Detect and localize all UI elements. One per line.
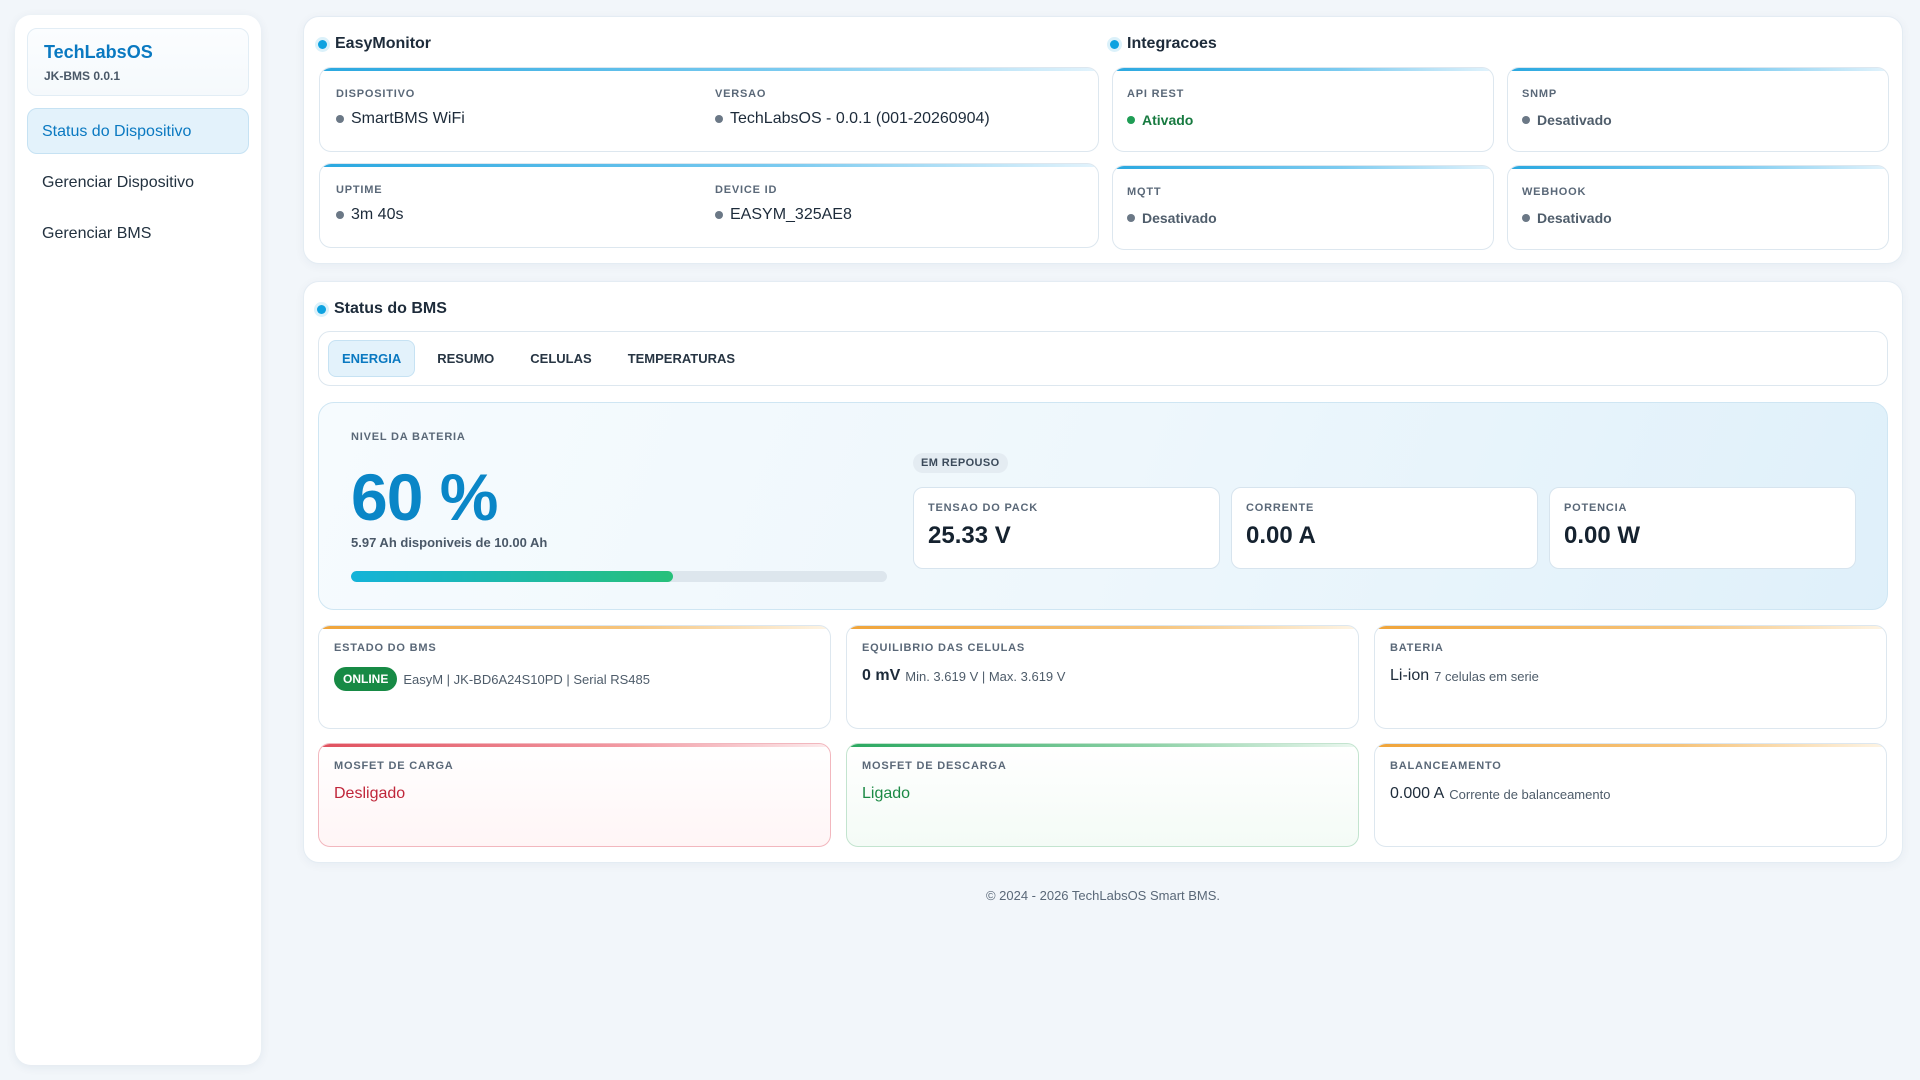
nav-item-status-dispositivo[interactable]: Status do Dispositivo <box>27 108 249 154</box>
versao-label: VERSAO <box>715 88 767 100</box>
mqtt-box: MQTT Desativado <box>1112 165 1494 250</box>
current-label: CORRENTE <box>1246 502 1315 514</box>
status-dot-icon <box>715 211 723 219</box>
tab-celulas[interactable]: CELULAS <box>530 351 592 366</box>
versao-value: TechLabsOS - 0.0.1 (001-20260904) <box>730 110 990 127</box>
power-label: POTENCIA <box>1564 502 1628 514</box>
energy-panel: NIVEL DA BATERIA 60 % 5.97 Ah disponivei… <box>318 402 1888 610</box>
section-dot-icon <box>1110 39 1119 49</box>
equilibrio-card: EQUILIBRIO DAS CELULAS 0 mV Min. 3.619 V… <box>846 625 1359 729</box>
equilibrio-label: EQUILIBRIO DAS CELULAS <box>862 642 1026 654</box>
webhook-status: Desativado <box>1537 210 1612 226</box>
balanceamento-label: BALANCEAMENTO <box>1390 760 1502 772</box>
mqtt-status: Desativado <box>1142 210 1217 226</box>
balanceamento-detail: Corrente de balanceamento <box>1449 786 1611 802</box>
estado-bms-detail: EasyM | JK-BD6A24S10PD | Serial RS485 <box>403 671 650 687</box>
mosfet-carga-value: Desligado <box>334 785 406 802</box>
pack-voltage-value: 25.33 V <box>928 522 1011 549</box>
battery-available-text: 5.97 Ah disponiveis de 10.00 Ah <box>351 535 548 550</box>
tab-resumo[interactable]: RESUMO <box>437 351 495 366</box>
dispositivo-label: DISPOSITIVO <box>336 88 416 100</box>
tab-temperaturas[interactable]: TEMPERATURAS <box>627 351 736 366</box>
pack-voltage-label: TENSAO DO PACK <box>928 502 1039 514</box>
battery-level-value: 60 % <box>351 460 498 534</box>
snmp-label: SNMP <box>1522 88 1557 100</box>
online-badge: ONLINE <box>334 667 398 691</box>
pack-voltage-card: TENSAO DO PACK 25.33 V <box>913 487 1220 569</box>
brand-name: TechLabsOS <box>44 42 153 62</box>
status-dot-icon <box>1127 116 1135 124</box>
status-dot-icon <box>336 115 344 123</box>
status-dot-icon <box>336 211 344 219</box>
footer-text: © 2024 - 2026 TechLabsOS Smart BMS. <box>985 888 1221 903</box>
estado-bms-card: ESTADO DO BMS ONLINE EasyM | JK-BD6A24S1… <box>318 625 831 729</box>
status-dot-icon <box>1522 214 1530 222</box>
status-dot-icon <box>1127 214 1135 222</box>
tab-energia[interactable]: ENERGIA <box>328 340 416 377</box>
easymonitor-title-text: EasyMonitor <box>335 35 432 52</box>
status-dot-icon <box>1522 116 1530 124</box>
battery-level-label: NIVEL DA BATERIA <box>351 431 466 443</box>
balanceamento-value: 0.000 A <box>1390 785 1445 802</box>
api-rest-status: Ativado <box>1142 112 1194 128</box>
snmp-box: SNMP Desativado <box>1507 67 1889 152</box>
mosfet-descarga-card: MOSFET DE DESCARGA Ligado <box>846 743 1359 847</box>
integracoes-title: Integracoes <box>1110 35 1217 53</box>
battery-level-fill <box>351 571 673 582</box>
mosfet-carga-card: MOSFET DE CARGA Desligado <box>318 743 831 847</box>
top-card: EasyMonitor DISPOSITIVO SmartBMS WiFi VE… <box>303 16 1903 264</box>
current-value: 0.00 A <box>1246 522 1316 549</box>
state-pill: EM REPOUSO <box>913 453 1008 473</box>
nav-item-gerenciar-bms[interactable]: Gerenciar BMS <box>42 225 152 242</box>
current-card: CORRENTE 0.00 A <box>1231 487 1538 569</box>
uptime-box: UPTIME 3m 40s DEVICE ID EASYM_325AE8 <box>319 163 1099 248</box>
balanceamento-card: BALANCEAMENTO 0.000 A Corrente de balanc… <box>1374 743 1887 847</box>
brand-version: JK-BMS 0.0.1 <box>44 69 121 83</box>
equilibrio-detail: Min. 3.619 V | Max. 3.619 V <box>905 668 1066 684</box>
power-value: 0.00 W <box>1564 522 1641 549</box>
power-card: POTENCIA 0.00 W <box>1549 487 1856 569</box>
mosfet-carga-label: MOSFET DE CARGA <box>334 760 454 772</box>
webhook-label: WEBHOOK <box>1522 186 1587 198</box>
uptime-value: 3m 40s <box>351 206 404 223</box>
bateria-value: Li-ion <box>1390 667 1430 684</box>
bateria-detail: 7 celulas em serie <box>1434 668 1539 684</box>
bms-title-text: Status do BMS <box>334 300 447 317</box>
mosfet-descarga-label: MOSFET DE DESCARGA <box>862 760 1007 772</box>
api-rest-label: API REST <box>1127 88 1185 100</box>
mosfet-descarga-value: Ligado <box>862 785 911 802</box>
device-id-label: DEVICE ID <box>715 184 778 196</box>
section-dot-icon <box>318 39 327 49</box>
integracoes-title-text: Integracoes <box>1127 35 1217 52</box>
webhook-box: WEBHOOK Desativado <box>1507 165 1889 250</box>
bateria-card: BATERIA Li-ion 7 celulas em serie <box>1374 625 1887 729</box>
section-dot-icon <box>317 304 326 314</box>
status-dot-icon <box>715 115 723 123</box>
battery-level-bar <box>351 571 887 582</box>
uptime-label: UPTIME <box>336 184 383 196</box>
bms-title: Status do BMS <box>317 300 447 318</box>
device-info-box: DISPOSITIVO SmartBMS WiFi VERSAO TechLab… <box>319 67 1099 152</box>
estado-bms-label: ESTADO DO BMS <box>334 642 437 654</box>
mqtt-label: MQTT <box>1127 186 1162 198</box>
brand-card: TechLabsOS JK-BMS 0.0.1 <box>27 28 249 96</box>
dispositivo-value: SmartBMS WiFi <box>351 110 465 127</box>
snmp-status: Desativado <box>1537 112 1612 128</box>
bms-tabs: ENERGIA RESUMO CELULAS TEMPERATURAS <box>318 331 1888 386</box>
nav-item-gerenciar-dispositivo[interactable]: Gerenciar Dispositivo <box>42 174 195 191</box>
device-id-value: EASYM_325AE8 <box>730 206 852 223</box>
sidebar: TechLabsOS JK-BMS 0.0.1 Status do Dispos… <box>15 15 261 1065</box>
bateria-label: BATERIA <box>1390 642 1444 654</box>
easymonitor-title: EasyMonitor <box>318 35 431 53</box>
api-rest-box: API REST Ativado <box>1112 67 1494 152</box>
equilibrio-value: 0 mV <box>862 667 901 684</box>
